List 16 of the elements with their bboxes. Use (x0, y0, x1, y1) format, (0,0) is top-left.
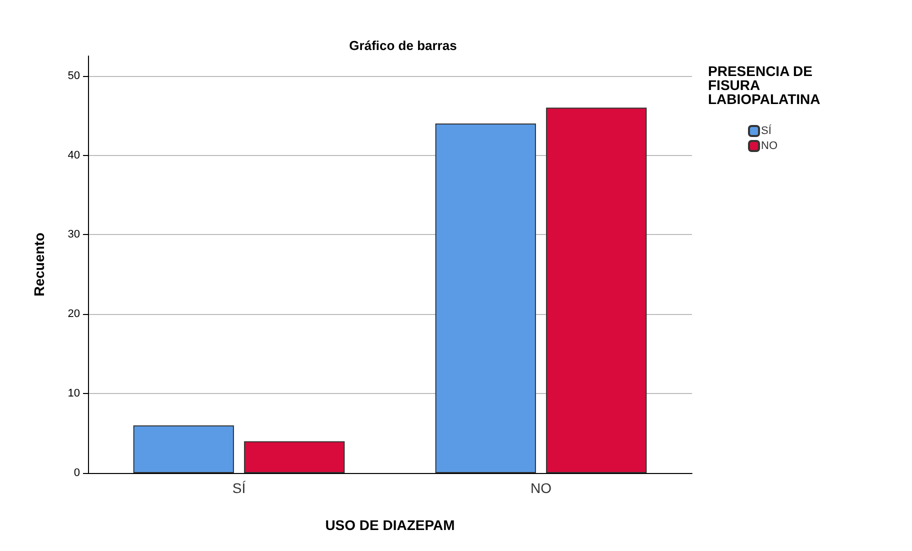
bar (546, 108, 647, 473)
y-axis-title: Recuento (31, 232, 47, 296)
x-axis-title: USO DE DIAZEPAM (325, 517, 455, 533)
legend-title: PRESENCIA DE FISURA LABIOPALATINA (708, 63, 820, 107)
y-tick-label: 10 (68, 388, 80, 400)
y-tick-label: 30 (68, 228, 80, 241)
legend-label: SÍ (761, 124, 772, 137)
y-tick-label: 20 (68, 308, 80, 320)
legend-label: NO (761, 140, 778, 152)
y-tick-label: 50 (68, 70, 80, 82)
y-tick-label: 40 (68, 149, 80, 162)
chart-title: Gráfico de barras (349, 38, 457, 53)
bar (244, 441, 345, 473)
bar (435, 124, 536, 473)
bar (133, 425, 234, 473)
y-tick-label: 0 (74, 467, 80, 479)
